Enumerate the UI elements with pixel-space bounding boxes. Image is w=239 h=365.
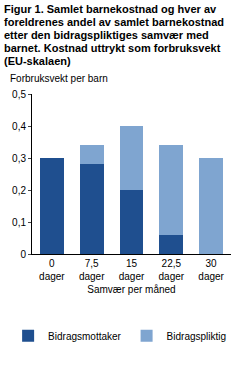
svg-text:Bidragspliktig: Bidragspliktig xyxy=(167,331,226,342)
svg-text:0: 0 xyxy=(20,249,26,260)
svg-text:30dager: 30dager xyxy=(198,258,224,282)
svg-text:Bidragsmottaker: Bidragsmottaker xyxy=(48,331,121,342)
svg-text:Forbruksvekt per barn: Forbruksvekt per barn xyxy=(10,73,108,84)
svg-text:0,1: 0,1 xyxy=(12,217,26,228)
svg-text:Samvær per måned: Samvær per måned xyxy=(87,284,175,295)
svg-text:0,3: 0,3 xyxy=(12,153,26,164)
svg-text:7,5dager: 7,5dager xyxy=(79,258,105,282)
svg-text:0,4: 0,4 xyxy=(12,121,26,132)
svg-text:0dager: 0dager xyxy=(39,258,65,282)
svg-text:15dager: 15dager xyxy=(119,258,145,282)
html-text:Figur 1. Samlet barnekostnad o: Figur 1. Samlet barnekostnad og hver av … xyxy=(4,3,225,67)
svg-text:0,5: 0,5 xyxy=(12,89,26,100)
svg-text:22,5dager: 22,5dager xyxy=(159,258,185,282)
svg-text:0,2: 0,2 xyxy=(12,185,26,196)
